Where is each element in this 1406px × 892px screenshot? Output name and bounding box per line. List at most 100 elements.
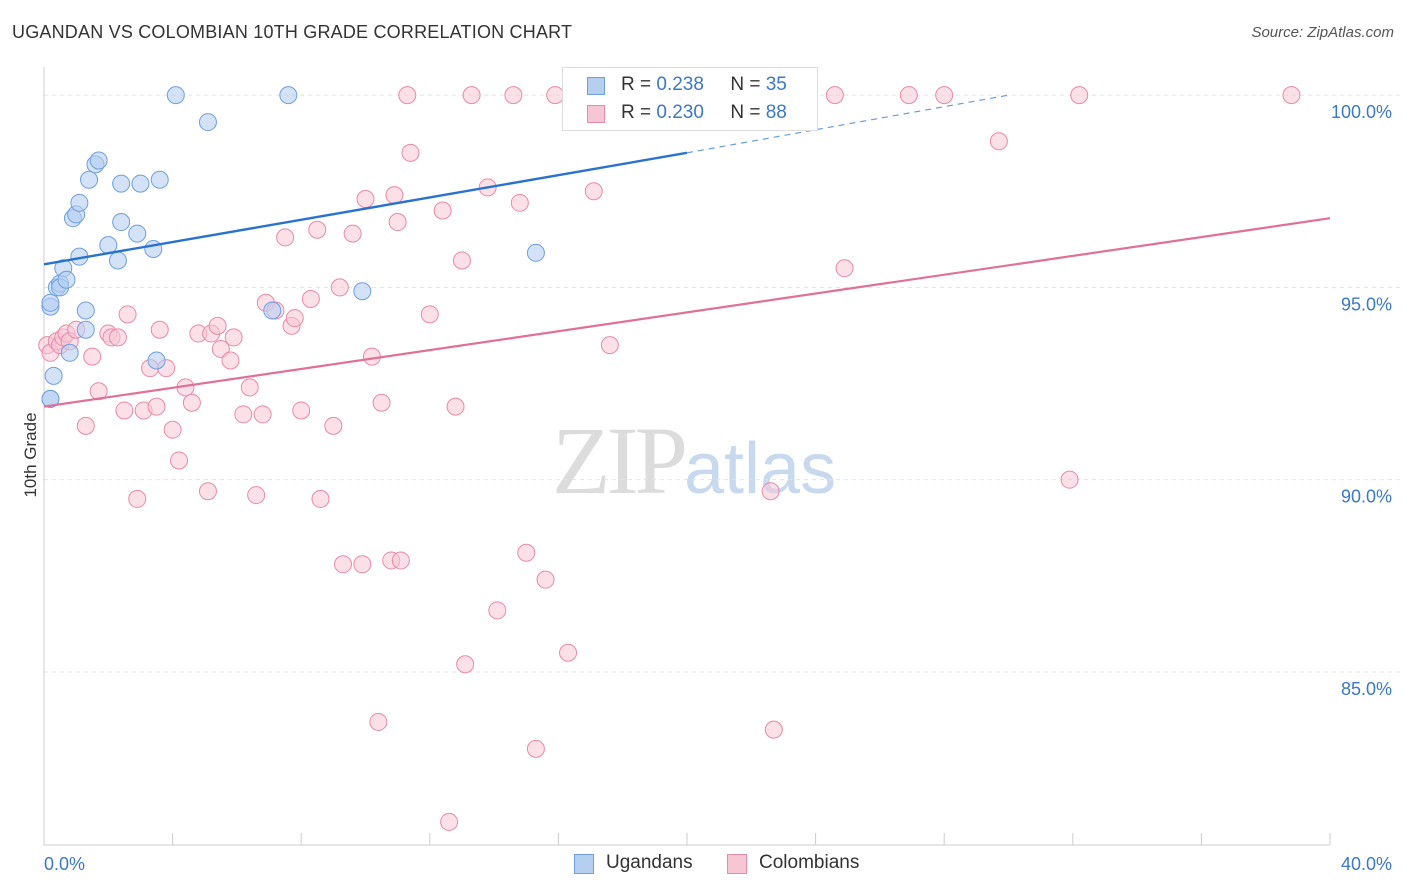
colombian-point [526, 739, 545, 758]
colombian-point [369, 712, 388, 731]
ugandan-point [198, 113, 217, 132]
ugandan-point [144, 239, 163, 258]
colombian-point [311, 489, 330, 508]
ugandan-point [44, 366, 63, 385]
colombian-point [247, 486, 266, 505]
colombian-point [536, 570, 555, 589]
ugandan-point [526, 243, 545, 262]
colombian-point [504, 86, 523, 105]
colombian-point [835, 259, 854, 278]
colombian-point [1282, 86, 1301, 105]
ugandans-trend-line [43, 151, 688, 266]
source-credit: Source: ZipAtlas.com [1251, 24, 1394, 41]
watermark-zip: ZIP [552, 407, 688, 514]
ugandan-point [89, 151, 108, 170]
colombian-point [420, 305, 439, 324]
colombian-point [584, 182, 603, 201]
colombian-point [330, 278, 349, 297]
y-tick-label: 85.0% [1341, 679, 1392, 699]
colombian-point [353, 555, 372, 574]
colombian-point [301, 289, 320, 308]
colombian-point [462, 86, 481, 105]
legend-n-label: N = [730, 74, 761, 95]
chart-title: UGANDAN VS COLOMBIAN 10TH GRADE CORRELAT… [12, 22, 573, 42]
ugandan-point [263, 301, 282, 320]
colombian-point [452, 251, 471, 270]
y-tick-label: 100.0% [1331, 102, 1392, 122]
colombian-point [391, 551, 410, 570]
colombian-point [398, 86, 417, 105]
colombian-point [182, 393, 201, 412]
y-tick-label: 90.0% [1341, 487, 1392, 507]
colombian-point [108, 328, 127, 347]
colombian-point [83, 347, 102, 366]
ugandan-point [70, 193, 89, 212]
ugandan-point [76, 301, 95, 320]
colombians-swatch [587, 105, 605, 123]
colombian-point [343, 224, 362, 243]
colombian-point [118, 305, 137, 324]
legend-n-label: N = [730, 102, 761, 123]
colombian-point [170, 451, 189, 470]
colombian-point [440, 812, 459, 831]
watermark: ZIPatlas [552, 405, 836, 516]
colombian-point [899, 86, 918, 105]
colombian-point [234, 405, 253, 424]
legend-r-value: 0.230 [656, 102, 704, 123]
legend-r-label: R = [621, 102, 652, 123]
colombian-point [276, 228, 295, 247]
legend-r-value: 0.238 [656, 74, 704, 95]
x-tick-label: 0.0% [44, 854, 85, 874]
ugandan-point [108, 251, 127, 270]
colombian-point [517, 543, 536, 562]
ugandan-point [353, 282, 372, 301]
colombian-point [488, 601, 507, 620]
ugandan-point [150, 170, 169, 189]
ugandan-point [80, 170, 99, 189]
ugandan-point [112, 213, 131, 232]
colombian-point [1060, 470, 1079, 489]
ugandan-point [128, 224, 147, 243]
ugandan-point [147, 351, 166, 370]
colombian-point [198, 482, 217, 501]
colombian-point [761, 482, 780, 501]
colombian-point [253, 405, 272, 424]
colombian-point [333, 555, 352, 574]
colombian-point [128, 489, 147, 508]
colombian-point [211, 339, 230, 358]
colombian-point [600, 336, 619, 355]
colombian-point [446, 397, 465, 416]
colombians-legend-label: Colombians [759, 852, 860, 873]
colombian-point [224, 328, 243, 347]
colombian-point [89, 382, 108, 401]
ugandan-point [41, 389, 60, 408]
colombian-point [147, 397, 166, 416]
legend-r-label: R = [621, 74, 652, 95]
colombian-point [115, 401, 134, 420]
colombian-point [935, 86, 954, 105]
legend-n-value: 35 [765, 74, 787, 95]
legend-n-value: 88 [765, 102, 787, 123]
ugandan-point [57, 270, 76, 289]
colombian-point [764, 720, 783, 739]
ugandans-legend-label: Ugandans [606, 852, 693, 873]
ugandan-point [112, 174, 131, 193]
colombians-trend-line [43, 217, 1331, 408]
colombian-point [372, 393, 391, 412]
colombians-legend-swatch [727, 854, 747, 874]
colombian-point [324, 416, 343, 435]
y-tick-label: 95.0% [1341, 294, 1392, 314]
colombian-point [1070, 86, 1089, 105]
ugandan-point [279, 86, 298, 105]
x-tick-label: 40.0% [1341, 854, 1392, 874]
ugandan-point [166, 86, 185, 105]
colombian-point [825, 86, 844, 105]
ugandans-swatch [587, 77, 605, 95]
ugandan-point [131, 174, 150, 193]
colombian-point [388, 213, 407, 232]
colombian-point [208, 316, 227, 335]
colombian-point [385, 186, 404, 205]
colombian-point [240, 378, 259, 397]
colombian-point [221, 351, 240, 370]
